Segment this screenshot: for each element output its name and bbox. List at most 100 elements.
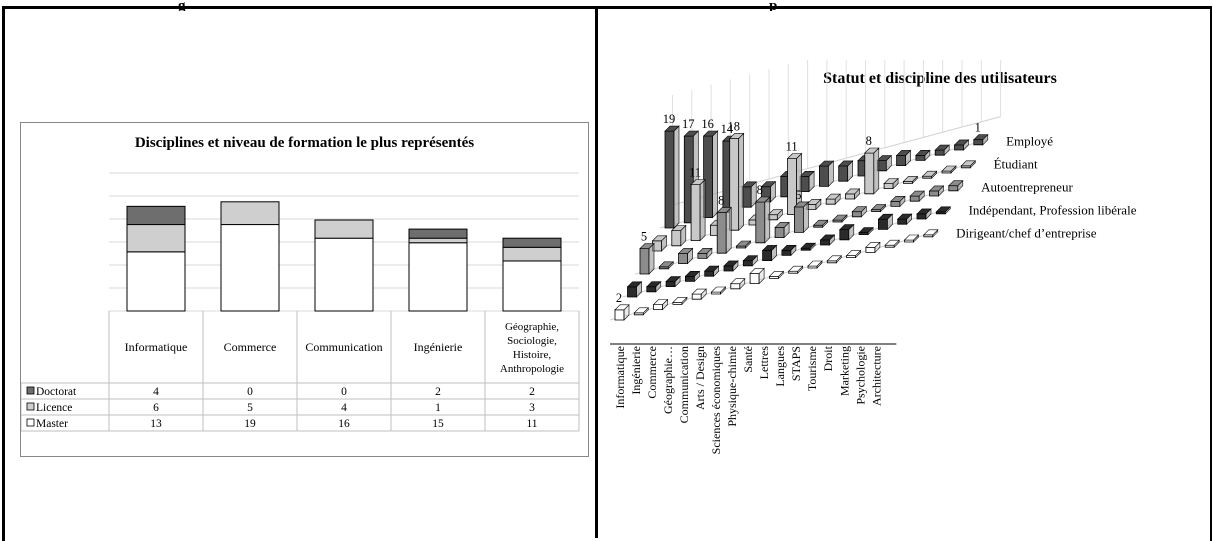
data-label: 5 xyxy=(795,188,801,202)
bar-3d-top xyxy=(818,160,835,167)
bar-3d-top xyxy=(774,222,790,228)
bar-3d-top xyxy=(825,193,841,200)
bar-3d-front xyxy=(851,211,862,218)
bar-3d-top xyxy=(839,224,855,230)
data-label: 8 xyxy=(866,134,872,148)
bar-3d-front xyxy=(723,265,734,272)
legend-label: Doctorat xyxy=(36,386,77,398)
bar-3d-front xyxy=(915,154,926,161)
bar-3d-top xyxy=(760,181,777,187)
data-label: 1 xyxy=(975,121,981,135)
bar-3d-top xyxy=(921,170,938,177)
table-value: 19 xyxy=(244,418,256,430)
bar-3d-top xyxy=(923,229,939,236)
bar-3d-top xyxy=(902,176,919,182)
bar-3d-front xyxy=(929,190,939,197)
legend-label: Master xyxy=(36,418,68,430)
category-label: Marketing xyxy=(837,346,851,396)
bar-doctorat xyxy=(126,205,186,226)
bar-3d-top xyxy=(845,250,862,256)
bar-3d-front xyxy=(934,149,945,156)
category-label: Communication xyxy=(305,340,382,354)
bar-3d-top xyxy=(935,206,952,213)
left-stacked-bar-chart: Informatique Commerce Communication Ingénie… xyxy=(21,172,580,432)
bar-3d-front xyxy=(614,309,625,321)
category-label: Ingénierie xyxy=(414,340,463,354)
bar-3d-front xyxy=(762,249,773,262)
bar-3d-front xyxy=(896,155,907,166)
bar-3d-front xyxy=(664,130,675,229)
data-label: 11 xyxy=(786,140,798,154)
bar-3d-side xyxy=(699,178,706,242)
bar-3d-top xyxy=(723,260,739,267)
category-label: Histoire, xyxy=(513,349,551,361)
bar-licence xyxy=(220,201,280,226)
category-label: STAPS xyxy=(789,346,803,381)
bar-3d-top xyxy=(799,171,815,177)
bar-3d-front xyxy=(691,293,702,300)
legend-swatch xyxy=(26,402,35,411)
bar-3d-top xyxy=(742,255,759,261)
series-label: Étudiant xyxy=(994,157,1038,172)
bar-3d-front xyxy=(704,270,715,277)
bar-3d-top xyxy=(837,160,854,167)
bar-3d-top xyxy=(755,196,771,203)
bar-3d-front xyxy=(742,260,753,267)
category-label: Commerce xyxy=(224,340,277,354)
category-label: Sociologie, xyxy=(507,335,557,347)
category-label: Sciences économiques xyxy=(709,346,723,455)
bar-3d-front xyxy=(685,275,695,282)
bar-3d-top xyxy=(684,271,701,277)
bar-3d-front xyxy=(845,193,855,200)
bar-3d-front xyxy=(883,183,894,190)
bar-3d-top xyxy=(883,178,899,184)
category-label: Lettres xyxy=(757,346,771,380)
data-label: 8 xyxy=(718,193,724,207)
bar-3d-top xyxy=(858,227,874,233)
bar-3d-top xyxy=(614,304,630,311)
bar-3d-top xyxy=(895,150,912,156)
category-label: Informatique xyxy=(613,346,627,409)
legend-label: Licence xyxy=(36,402,72,414)
bar-3d-top xyxy=(665,276,681,282)
bar-3d-top xyxy=(903,234,920,241)
bar-3d-top xyxy=(812,219,829,226)
category-label: Droit xyxy=(821,345,835,371)
bar-3d-top xyxy=(826,255,843,262)
category-label: Commerce xyxy=(645,346,659,399)
series-label: Employé xyxy=(1006,134,1053,149)
table-value: 15 xyxy=(432,418,444,430)
bar-3d-side xyxy=(725,206,732,254)
bar-3d-front xyxy=(774,226,785,239)
data-label: 11 xyxy=(689,166,701,180)
bar-3d-top xyxy=(702,130,719,137)
bar-master xyxy=(314,237,374,312)
table-value: 13 xyxy=(150,418,162,430)
bar-3d-top xyxy=(864,147,880,154)
bar-3d-top xyxy=(703,265,720,272)
bar-3d-front xyxy=(825,198,836,205)
bar-licence xyxy=(502,246,562,262)
bar-3d-top xyxy=(832,214,848,221)
bar-3d-top xyxy=(633,307,650,314)
bar-3d-top xyxy=(851,206,868,212)
bar-3d-top xyxy=(664,125,680,132)
bar-3d-top xyxy=(749,268,765,274)
category-label: Tourisme xyxy=(805,346,819,391)
bar-3d-front xyxy=(864,152,875,195)
bar-3d-side xyxy=(873,147,880,195)
data-label: 16 xyxy=(701,117,714,131)
bar-3d-top xyxy=(916,208,932,215)
bar-3d-front xyxy=(877,218,888,230)
bar-3d-top xyxy=(697,248,713,254)
data-label: 14 xyxy=(721,122,734,136)
series-label: Autoentrepreneur xyxy=(981,180,1073,195)
bar-3d-top xyxy=(626,281,643,288)
category-label: Santé xyxy=(741,346,755,373)
bar-3d-top xyxy=(948,180,964,186)
bar-3d-top xyxy=(941,165,957,172)
table-value: 0 xyxy=(247,386,253,398)
table-value: 4 xyxy=(341,402,347,414)
bar-3d-top xyxy=(716,207,732,213)
bar-3d-top xyxy=(651,235,668,242)
